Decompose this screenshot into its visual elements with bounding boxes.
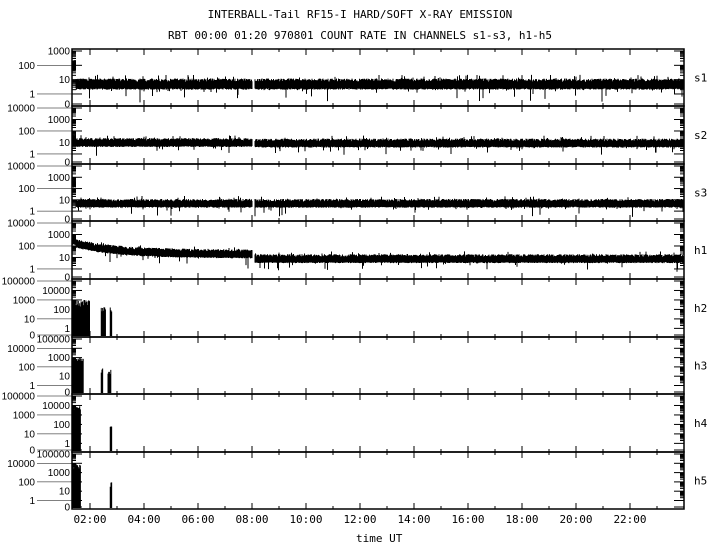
y-tick-label: 100 xyxy=(53,420,70,431)
series-h2 xyxy=(71,299,113,336)
x-tick-label: 08:00 xyxy=(235,513,268,526)
y-tick-label: 0 xyxy=(64,100,70,111)
x-tick-label: 20:00 xyxy=(559,513,592,526)
y-tick-label: 100000 xyxy=(2,277,36,288)
y-tick-label: 1000 xyxy=(13,410,36,421)
y-tick-label: 0 xyxy=(64,388,70,399)
y-tick-label: 0 xyxy=(64,215,70,226)
channel-label-s1: s1 xyxy=(694,72,707,85)
y-tick-label: 1 xyxy=(29,207,35,218)
y-tick-label: 1 xyxy=(29,496,35,507)
chart-subtitle: RBT 00:00 01:20 970801 COUNT RATE IN CHA… xyxy=(167,29,553,42)
y-tick-label: 0 xyxy=(29,446,35,457)
y-tick-label: 0 xyxy=(64,273,70,284)
series-h3 xyxy=(71,357,112,393)
x-tick-label: 06:00 xyxy=(181,513,214,526)
y-tick-label: 10000 xyxy=(42,401,70,412)
x-tick-label: 16:00 xyxy=(451,513,484,526)
series-h4 xyxy=(71,406,113,451)
series-s1 xyxy=(71,60,685,103)
y-tick-label: 100000 xyxy=(37,335,71,346)
x-tick-label: 04:00 xyxy=(127,513,160,526)
y-tick-label: 100 xyxy=(18,61,35,72)
y-tick-label: 100 xyxy=(18,362,35,373)
y-tick-label: 1000 xyxy=(48,173,71,184)
channel-label-s3: s3 xyxy=(694,187,707,200)
y-tick-label: 1000 xyxy=(48,353,71,364)
y-tick-label: 100 xyxy=(53,305,70,316)
channel-label-h4: h4 xyxy=(694,417,708,430)
y-tick-label: 1 xyxy=(29,264,35,275)
y-tick-label: 100 xyxy=(18,126,35,137)
panel-frame-h5 xyxy=(71,451,685,510)
panel-frame-s3 xyxy=(71,163,685,222)
y-tick-label: 10 xyxy=(24,429,36,440)
x-tick-label: 02:00 xyxy=(73,513,106,526)
panel-frame-h3 xyxy=(71,336,685,395)
y-tick-label: 100 xyxy=(18,477,35,488)
y-tick-label: 10 xyxy=(59,195,71,206)
channel-label-h1: h1 xyxy=(694,244,707,257)
y-tick-label: 0 xyxy=(64,503,70,514)
y-tick-label: 1 xyxy=(29,89,35,100)
y-tick-label: 10 xyxy=(59,487,71,498)
y-tick-label: 1000 xyxy=(13,295,36,306)
channel-label-s2: s2 xyxy=(694,129,707,142)
channel-label-h3: h3 xyxy=(694,360,707,373)
x-tick-label: 14:00 xyxy=(397,513,430,526)
chart-title: INTERBALL-Tail RF15-I HARD/SOFT X-RAY EM… xyxy=(207,8,513,21)
y-tick-label: 1 xyxy=(64,439,70,450)
y-tick-label: 1000 xyxy=(48,115,71,126)
y-tick-label: 100000 xyxy=(2,392,36,403)
x-tick-label: 10:00 xyxy=(289,513,322,526)
y-tick-label: 10 xyxy=(59,372,71,383)
x-axis-label: time UT xyxy=(356,532,403,545)
y-tick-label: 1000 xyxy=(48,468,71,479)
y-tick-label: 10000 xyxy=(42,286,70,297)
y-tick-label: 10000 xyxy=(7,344,35,355)
channel-label-h2: h2 xyxy=(694,302,707,315)
series-s3 xyxy=(71,178,685,217)
channel-label-h5: h5 xyxy=(694,475,707,488)
y-tick-label: 1000 xyxy=(48,230,71,241)
series-h1 xyxy=(71,236,685,272)
y-tick-label: 10 xyxy=(59,138,71,149)
x-tick-label: 12:00 xyxy=(343,513,376,526)
y-tick-label: 10000 xyxy=(7,219,35,230)
y-tick-label: 1 xyxy=(64,324,70,335)
series-s2 xyxy=(71,134,685,156)
y-tick-label: 1 xyxy=(29,149,35,160)
panel-frame-h4 xyxy=(71,393,685,453)
y-tick-label: 100 xyxy=(18,184,35,195)
y-tick-label: 10 xyxy=(59,253,71,264)
y-tick-label: 10 xyxy=(59,75,71,86)
y-tick-label: 100000 xyxy=(37,450,71,461)
y-tick-label: 0 xyxy=(29,331,35,342)
y-tick-label: 0 xyxy=(64,158,70,169)
series-h5 xyxy=(71,464,113,508)
y-tick-label: 10 xyxy=(24,314,36,325)
panel-frame-s1 xyxy=(71,48,685,107)
panel-frame-h2 xyxy=(71,278,685,338)
y-tick-label: 1 xyxy=(29,381,35,392)
panel-frame-s2 xyxy=(71,105,685,165)
y-tick-label: 10000 xyxy=(7,459,35,470)
y-tick-label: 10000 xyxy=(7,162,35,173)
y-tick-label: 100 xyxy=(18,241,35,252)
x-tick-label: 22:00 xyxy=(613,513,646,526)
x-tick-label: 18:00 xyxy=(505,513,538,526)
y-tick-label: 10000 xyxy=(7,104,35,115)
y-tick-label: 1000 xyxy=(48,47,71,58)
